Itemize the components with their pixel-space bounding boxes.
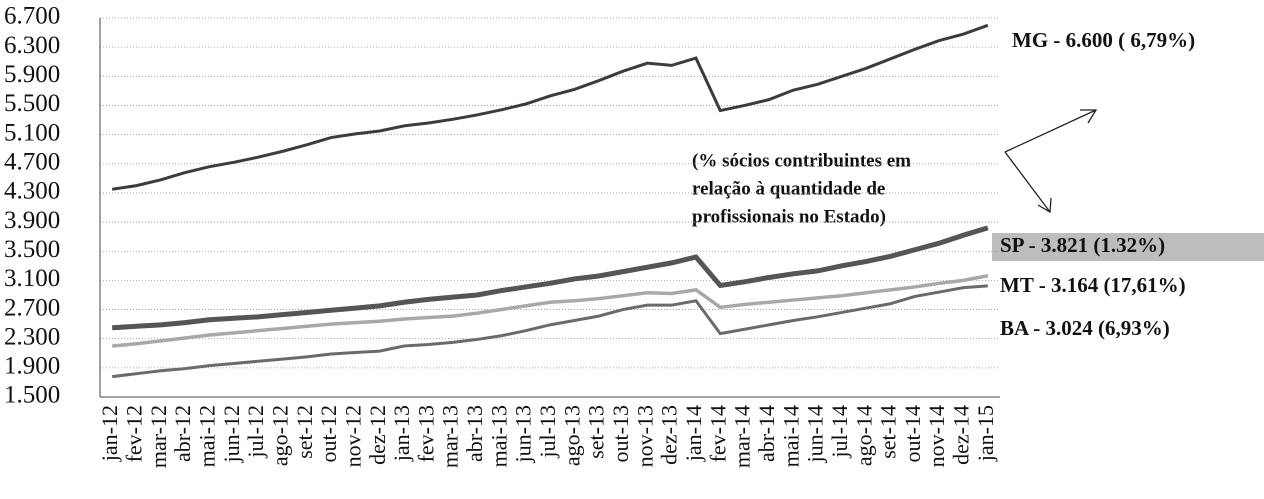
x-tick-label: mar-14 bbox=[730, 405, 755, 468]
series-line bbox=[112, 225, 989, 331]
y-tick-label: 2.700 bbox=[4, 294, 60, 321]
x-tick-label: set-13 bbox=[584, 405, 609, 459]
x-tick-label: out-13 bbox=[608, 405, 633, 462]
y-tick-label: 5.900 bbox=[4, 61, 60, 88]
y-tick-label: 6.300 bbox=[4, 32, 60, 59]
x-tick-label: mai-13 bbox=[486, 405, 511, 467]
x-tick-label: nov-13 bbox=[632, 405, 657, 467]
x-tick-label: mar-12 bbox=[146, 405, 171, 468]
x-tick-label: mai-12 bbox=[195, 405, 220, 467]
legend-label: BA - 3.024 (6,93%) bbox=[1000, 316, 1170, 340]
x-tick-label: mar-13 bbox=[438, 405, 463, 468]
x-tick-label: jan-13 bbox=[389, 405, 414, 462]
x-tick-label: nov-12 bbox=[340, 405, 365, 467]
x-tick-label: jun-13 bbox=[511, 405, 536, 463]
annotation: profissionais no Estado) bbox=[692, 206, 886, 227]
x-tick-label: jun-12 bbox=[219, 405, 244, 463]
legend-label: MG - 6.600 ( 6,79%) bbox=[1012, 28, 1195, 52]
y-tick-label: 2.300 bbox=[4, 323, 60, 350]
x-tick-label: abr-12 bbox=[170, 405, 195, 462]
x-tick-label: fev-13 bbox=[413, 405, 438, 462]
series-line bbox=[112, 274, 989, 348]
x-tick-label: dez-12 bbox=[365, 405, 390, 465]
y-tick-label: 5.100 bbox=[4, 119, 60, 146]
y-tick-label: 3.100 bbox=[4, 265, 60, 292]
x-tick-label: ago-14 bbox=[851, 405, 876, 466]
y-tick-label: 1.900 bbox=[4, 353, 60, 380]
x-tick-label: set-14 bbox=[876, 405, 901, 459]
arrows bbox=[1004, 109, 1098, 214]
x-tick-label: jun-14 bbox=[803, 405, 828, 463]
x-tick-label: jul-12 bbox=[243, 405, 268, 459]
x-tick-label: dez-13 bbox=[657, 405, 682, 465]
x-tick-label: fev-12 bbox=[122, 405, 147, 462]
y-tick-label: 6.700 bbox=[4, 3, 60, 30]
x-tick-label: jan-12 bbox=[97, 405, 122, 462]
legend-label: SP - 3.821 (1.32%) bbox=[1000, 233, 1165, 257]
y-tick-label: 4.700 bbox=[4, 149, 60, 176]
x-tick-label: dez-14 bbox=[949, 405, 974, 465]
x-tick-label: fev-14 bbox=[705, 405, 730, 462]
y-tick-label: 3.900 bbox=[4, 207, 60, 234]
x-tick-label: mai-14 bbox=[778, 405, 803, 467]
x-tick-label: set-12 bbox=[292, 405, 317, 459]
legend-highlight bbox=[992, 233, 1264, 261]
y-tick-label: 3.500 bbox=[4, 236, 60, 263]
x-tick-label: abr-14 bbox=[754, 405, 779, 462]
x-tick-label: out-12 bbox=[316, 405, 341, 462]
x-tick-label: abr-13 bbox=[462, 405, 487, 462]
x-tick-label: jul-14 bbox=[827, 405, 852, 459]
legend-label: MT - 3.164 (17,61%) bbox=[1000, 273, 1186, 297]
y-tick-label: 4.300 bbox=[4, 178, 60, 205]
x-tick-label: out-14 bbox=[900, 405, 925, 462]
y-tick-label: 1.500 bbox=[4, 382, 60, 409]
annotation: relação à quantidade de bbox=[692, 178, 885, 199]
x-tick-label: jan-15 bbox=[973, 405, 998, 462]
series-line bbox=[111, 23, 989, 191]
series-line bbox=[111, 284, 988, 379]
x-tick-label: jul-13 bbox=[535, 405, 560, 459]
x-tick-label: jan-14 bbox=[681, 405, 706, 462]
x-tick-label: ago-13 bbox=[559, 405, 584, 466]
annotation: (% sócios contribuintes em bbox=[692, 150, 911, 171]
x-tick-label: ago-12 bbox=[267, 405, 292, 466]
x-tick-label: nov-14 bbox=[924, 405, 949, 467]
y-tick-label: 5.500 bbox=[4, 90, 60, 117]
